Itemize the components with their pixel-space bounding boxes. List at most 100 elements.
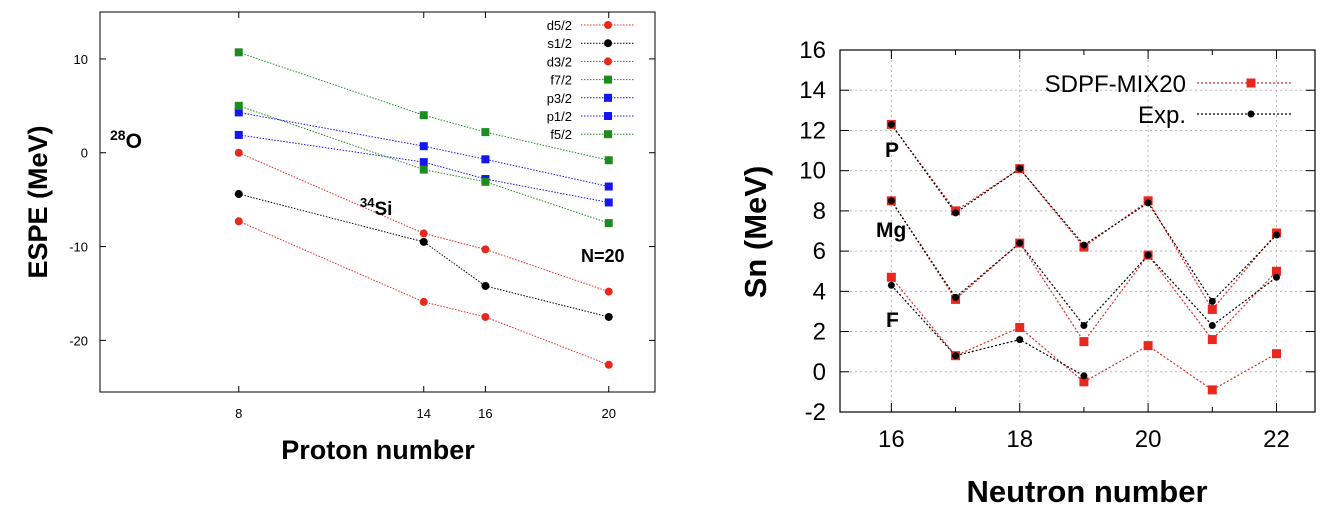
legend-marker <box>604 75 612 84</box>
data-point-Mg-SDPF-MIX20 <box>1207 335 1217 345</box>
data-point-F-SDPF-MIX20 <box>1207 385 1217 395</box>
data-point-P-SDPF-MIX20 <box>1207 304 1217 314</box>
x-tick-label: 16 <box>878 426 905 453</box>
data-point-F-Exp. <box>887 281 895 289</box>
annotation-28o: 28O <box>110 127 142 153</box>
data-point-s1/2 <box>481 281 490 290</box>
legend-marker <box>604 39 612 48</box>
series-lines <box>238 51 609 366</box>
data-point-Mg-SDPF-MIX20 <box>1079 337 1089 347</box>
data-point-P-Exp. <box>1272 231 1280 239</box>
data-point-Mg-Exp. <box>1016 239 1024 247</box>
series-line-d5/2 <box>238 220 609 366</box>
annotation-28o-symbol: O <box>126 130 142 153</box>
x-tick-label: 16 <box>478 406 492 421</box>
data-point-f5/2 <box>419 165 428 174</box>
data-point-d3/2 <box>481 245 490 254</box>
series-markers-right <box>886 119 1281 395</box>
legend-label: d3/2 <box>547 54 572 69</box>
data-point-p1/2 <box>419 158 428 167</box>
data-point-f5/2 <box>604 219 613 228</box>
annotation-mg: Mg <box>876 219 906 242</box>
data-point-d5/2 <box>234 217 243 226</box>
data-point-f5/2 <box>481 177 490 186</box>
legend-marker <box>1247 110 1255 118</box>
data-point-Mg-SDPF-MIX20 <box>1271 266 1281 276</box>
y-tick-label: 0 <box>81 146 88 161</box>
annotation-f: F <box>886 309 899 332</box>
data-point-Mg-Exp. <box>887 197 895 205</box>
legend-right: SDPF-MIX20 Exp. <box>1045 71 1292 129</box>
data-point-F-Exp. <box>1080 372 1088 380</box>
y-tick-label: 0 <box>813 359 826 386</box>
data-point-f7/2 <box>481 128 490 137</box>
y-tick-label: 6 <box>813 238 826 265</box>
y-tick-label: -20 <box>69 333 88 348</box>
data-point-F-SDPF-MIX20 <box>1079 377 1089 387</box>
legend-marker <box>604 112 612 120</box>
y-tick-label: 16 <box>799 37 826 64</box>
series-line-Mg-SDPF-MIX20 <box>890 200 1277 343</box>
x-axis-label: Proton number <box>281 435 475 465</box>
data-point-f7/2 <box>604 156 613 165</box>
y-tick-label: 10 <box>799 158 826 185</box>
legend-label: p3/2 <box>547 91 572 106</box>
data-point-F-Exp. <box>952 352 960 360</box>
data-point-s1/2 <box>419 237 428 246</box>
legend: d5/2 s1/2 d3/2 f7/2 p3/2 p1/2 f5/2 <box>547 18 634 142</box>
legend-label: f7/2 <box>550 73 572 88</box>
data-point-p1/2 <box>604 198 613 207</box>
annotation-28o-mass: 28 <box>110 127 126 143</box>
y-tick-label: -2 <box>805 399 826 426</box>
data-point-F-SDPF-MIX20 <box>1271 349 1281 359</box>
legend-marker <box>604 21 612 29</box>
x-axis-label-right: Neutron number <box>966 474 1207 509</box>
data-point-p1/2 <box>234 130 243 139</box>
data-point-Mg-Exp. <box>1272 273 1280 281</box>
data-point-f5/2 <box>234 101 243 110</box>
data-point-P-Exp. <box>1080 241 1088 249</box>
axis-ticks: 8 14 16 20 10 0 -10 -20 <box>69 12 655 421</box>
series-line-Mg-Exp. <box>890 200 1277 327</box>
data-point-P-Exp. <box>1144 199 1152 207</box>
axis-ticks-right: 16 18 20 22 -2 0 2 4 6 8 10 12 14 16 <box>799 37 1315 453</box>
data-point-p3/2 <box>604 182 613 191</box>
series-line-P-SDPF-MIX20 <box>890 124 1277 311</box>
data-point-d3/2 <box>604 287 613 296</box>
plot-frame <box>99 11 656 393</box>
data-point-d5/2 <box>604 360 613 369</box>
data-point-P-Exp. <box>1016 165 1024 173</box>
x-tick-label: 22 <box>1263 426 1290 453</box>
espe-chart: 8 14 16 20 10 0 -10 -20 d5/2 s1/2 d3/2 f7/2 p3/2 p1/… <box>23 11 656 465</box>
x-tick-label: 8 <box>235 406 242 421</box>
annotation-p: P <box>885 139 899 162</box>
series-line-F-Exp. <box>890 284 1085 377</box>
data-point-F-SDPF-MIX20 <box>1143 341 1153 351</box>
annotation-34si-mass: 34 <box>360 195 375 210</box>
data-point-p3/2 <box>234 108 243 117</box>
data-point-f7/2 <box>419 111 428 120</box>
data-point-p3/2 <box>481 155 490 164</box>
series-line-s1/2 <box>238 193 609 318</box>
data-point-P-Exp. <box>887 120 895 128</box>
legend-marker <box>1246 78 1256 88</box>
legend-label: Exp. <box>1138 102 1186 129</box>
annotation-34si: 34Si <box>360 195 392 220</box>
legend-label: f5/2 <box>550 127 572 142</box>
data-point-F-Exp. <box>1016 336 1024 344</box>
legend-label: d5/2 <box>547 18 572 33</box>
data-point-d3/2 <box>234 148 243 157</box>
x-tick-label: 14 <box>417 406 431 421</box>
legend-marker <box>604 130 612 139</box>
data-point-Mg-Exp. <box>952 293 960 301</box>
legend-marker <box>604 57 612 66</box>
data-point-p3/2 <box>419 142 428 151</box>
x-tick-label: 18 <box>1006 426 1033 453</box>
plot-frame-right <box>839 49 1316 413</box>
data-point-Mg-Exp. <box>1144 251 1152 259</box>
y-axis-label-right: Sn (MeV) <box>738 166 773 299</box>
data-point-F-SDPF-MIX20 <box>1015 323 1025 333</box>
x-tick-label: 20 <box>1135 426 1162 453</box>
y-axis-label: ESPE (MeV) <box>23 125 53 278</box>
y-tick-label: 8 <box>813 198 826 225</box>
